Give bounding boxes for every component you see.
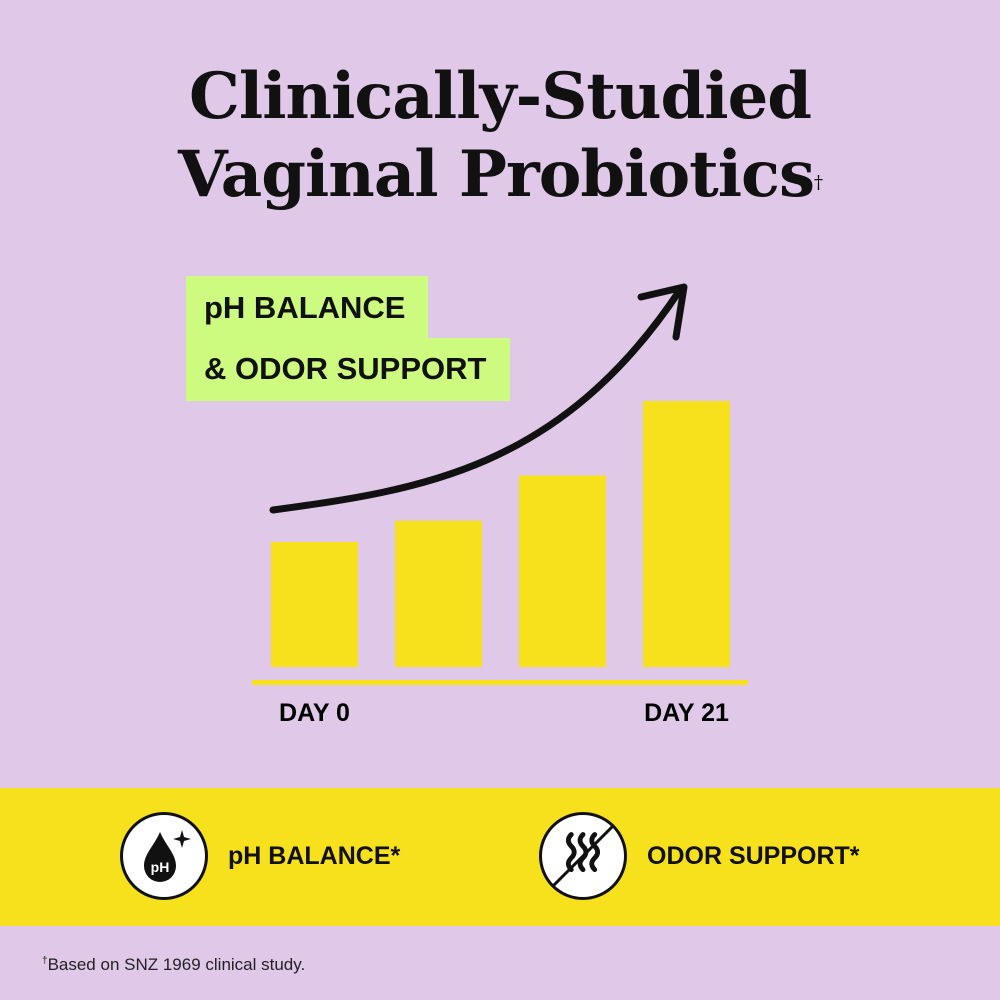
bar-1 [395,520,482,667]
bar-chart: DAY 0 DAY 21 [252,283,748,727]
baseline [252,680,748,685]
feature-label: pH BALANCE* [228,841,401,870]
title-line-1: Clinically-Studied [188,59,812,134]
title-line-2: Vaginal Probiotics† [0,136,1000,214]
bar-0 [271,541,358,667]
x-tick-label: DAY 0 [279,699,350,727]
tag-line-2: & ODOR SUPPORT [186,338,510,401]
feature-ph-balance: pH pH BALANCE* [120,812,400,900]
x-tick-label: DAY 21 [644,699,729,727]
page-title: Clinically-Studied Vaginal Probiotics† [0,58,1000,214]
footnote: †Based on SNZ 1969 clinical study. [42,955,305,975]
feature-label: ODOR SUPPORT* [647,841,860,870]
trend-arrow [269,286,684,514]
dagger-mark: † [814,172,823,193]
feature-band: pH pH BALANCE* ODOR SUPPORT* [0,788,1000,926]
tag-line-1: pH BALANCE [186,276,428,338]
no-odor-icon [539,812,627,900]
svg-text:pH: pH [151,859,170,875]
bar-3 [643,401,730,667]
ph-drop-icon: pH [120,812,208,900]
feature-odor-support: ODOR SUPPORT* [539,812,860,900]
trend-arrow-head [637,283,688,341]
footnote-text: Based on SNZ 1969 clinical study. [47,955,306,974]
bar-2 [519,475,606,667]
title-line-2-text: Vaginal Probiotics [177,137,815,212]
footnote-mark: † [42,955,48,967]
